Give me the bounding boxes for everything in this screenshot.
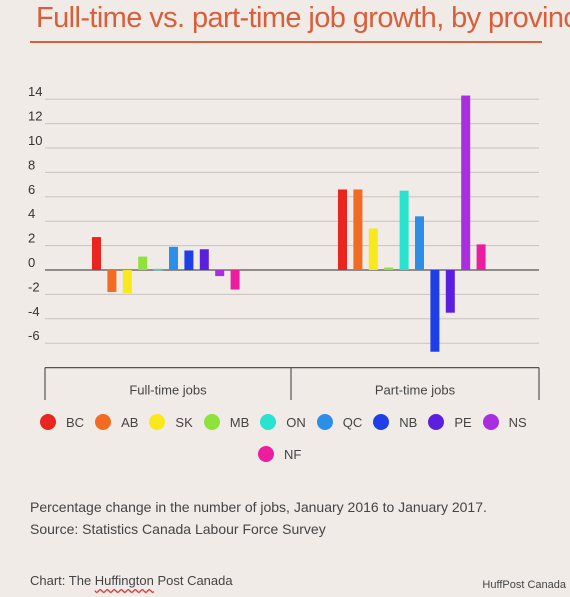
bar-bc-full-time [92,237,101,270]
legend-item-nb: NB [373,414,417,430]
legend-label: AB [121,414,139,430]
legend-item-ns: NS [482,414,527,430]
y-tick-label: 0 [28,255,35,270]
legend-swatch [203,414,220,430]
legend-continued: NF [258,446,312,462]
legend-swatch [373,414,390,430]
legend-swatch [482,414,499,430]
title-divider [30,41,542,43]
y-tick-label: 2 [28,231,35,246]
bar-sk-full-time [122,270,132,294]
legend-item-mb: MB [203,414,250,430]
legend: BC AB SK MB ON QC NB PE NS [40,414,538,430]
bar-chart: 14 12 10 8 6 4 2 0 -2 -4 -6 Full-time jobs Part-time… [28,84,540,400]
bar-pe-full-time [199,249,209,270]
chart-title: Full-time vs. part-time job growth, by p… [36,2,570,34]
credit-prefix: Chart: The [30,573,95,588]
legend-swatch [258,446,274,462]
bar-qc-full-time [169,246,178,270]
legend-label: NF [284,446,302,462]
legend-swatch [428,414,445,430]
legend-item-bc: BC [40,414,84,430]
y-tick-label: 14 [28,84,42,99]
y-tick-label: 8 [28,157,35,172]
legend-swatch [95,414,112,430]
bar-qc-part-time [415,216,424,270]
bar-nb-full-time [184,250,194,270]
category-label: Full-time jobs [129,383,207,398]
credit-suffix: Post Canada [153,573,233,588]
bar-on-full-time [153,268,163,271]
y-tick-label: -4 [28,304,40,319]
legend-item-nf: NF [258,446,301,462]
legend-item-on: ON [260,414,306,430]
legend-swatch [40,414,56,430]
bar-nb-part-time [430,270,440,352]
bar-ns-part-time [461,95,471,270]
y-tick-label: -6 [28,328,40,343]
legend-label: NB [399,414,418,430]
legend-swatch [260,414,277,430]
axis-labels: 14 12 10 8 6 4 2 0 -2 -4 -6 Full-time jobs Part-time… [28,84,456,397]
bar-ns-full-time [215,270,225,277]
bar-mb-full-time [138,256,148,270]
credit-publisher: Huffington [94,573,154,588]
bar-pe-part-time [445,270,455,313]
y-tick-label: 4 [28,206,35,221]
bar-nf-full-time [230,270,240,290]
y-tick-label: 12 [28,109,42,124]
bar-on-part-time [399,190,409,270]
caption: Percentage change in the number of jobs,… [30,496,542,540]
legend-item-qc: QC [316,414,363,430]
legend-label: QC [342,414,363,430]
legend-swatch [149,414,166,430]
legend-item-ab: AB [95,414,138,430]
legend-label: NS [508,414,527,430]
legend-label: PE [454,414,472,430]
bar-bc-part-time [338,189,347,270]
y-tick-label: 10 [28,133,42,148]
legend-swatch [316,414,333,430]
bar-sk-part-time [368,228,378,270]
bar-nf-part-time [476,244,486,270]
legend-item-pe: PE [428,414,472,430]
bars [92,95,486,352]
legend-label: SK [175,414,193,430]
category-label: Part-time jobs [375,383,456,398]
y-tick-label: -2 [28,279,40,294]
legend-label: ON [286,414,306,430]
bar-mb-part-time [384,267,394,270]
legend-item-sk: SK [149,414,193,430]
legend-label: BC [66,414,85,430]
chart-credit: Chart: The Huffington Post Canada [30,573,233,588]
legend-label: MB [229,414,250,430]
caption-description: Percentage change in the number of jobs,… [30,499,487,515]
bar-ab-full-time [107,270,117,292]
watermark: HuffPost Canada [482,579,566,591]
caption-source: Source: Statistics Canada Labour Force S… [30,521,326,537]
y-tick-label: 6 [28,182,35,197]
axes [44,269,540,400]
bar-ab-part-time [353,189,363,270]
